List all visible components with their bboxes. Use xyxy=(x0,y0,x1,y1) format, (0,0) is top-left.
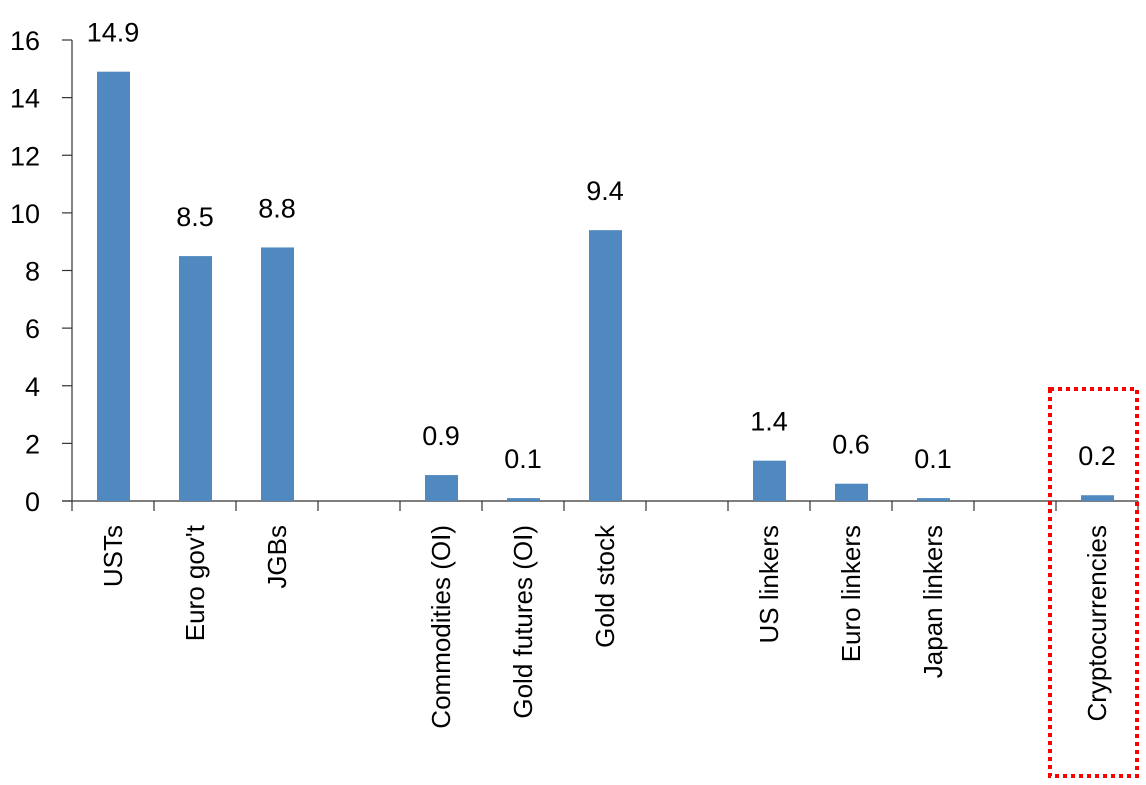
bar xyxy=(835,483,868,501)
bar xyxy=(589,230,622,501)
data-label: 0.2 xyxy=(1078,441,1116,471)
x-tick-label: Gold futures (OI) xyxy=(508,525,538,719)
x-tick-label: Euro linkers xyxy=(836,525,866,662)
x-tick-label: JGBs xyxy=(262,525,292,589)
x-tick-label: Gold stock xyxy=(590,524,620,648)
y-tick-label: 6 xyxy=(25,314,40,344)
y-tick-label: 4 xyxy=(25,372,40,402)
y-tick-label: 10 xyxy=(10,199,40,229)
data-label: 0.1 xyxy=(504,444,542,474)
x-tick-label: Japan linkers xyxy=(918,525,948,678)
data-label: 1.4 xyxy=(750,407,788,437)
x-tick-label: Commodities (OI) xyxy=(426,525,456,729)
data-label: 9.4 xyxy=(586,176,624,206)
bar xyxy=(507,498,540,501)
highlight-box xyxy=(1048,387,1139,778)
y-tick-label: 2 xyxy=(25,429,40,459)
bar xyxy=(917,498,950,501)
y-tick-label: 0 xyxy=(25,487,40,517)
x-tick-label: USTs xyxy=(98,525,128,587)
x-tick-label: Euro gov't xyxy=(180,524,210,641)
bar xyxy=(425,475,458,501)
x-tick-label: Cryptocurrencies xyxy=(1082,525,1112,722)
x-tick-label: US linkers xyxy=(754,525,784,643)
bar xyxy=(97,71,130,501)
y-tick-label: 14 xyxy=(10,84,40,114)
y-tick-label: 12 xyxy=(10,141,40,171)
data-label: 8.8 xyxy=(258,193,296,223)
data-label: 14.9 xyxy=(87,18,140,48)
data-label: 0.1 xyxy=(914,444,952,474)
y-tick-label: 16 xyxy=(10,26,40,56)
data-label: 0.9 xyxy=(422,421,460,451)
data-label: 0.6 xyxy=(832,430,870,460)
bar xyxy=(261,247,294,501)
bar xyxy=(179,256,212,501)
y-tick-label: 8 xyxy=(25,257,40,287)
data-label: 8.5 xyxy=(176,202,214,232)
bar xyxy=(753,460,786,501)
bar xyxy=(1081,495,1114,501)
